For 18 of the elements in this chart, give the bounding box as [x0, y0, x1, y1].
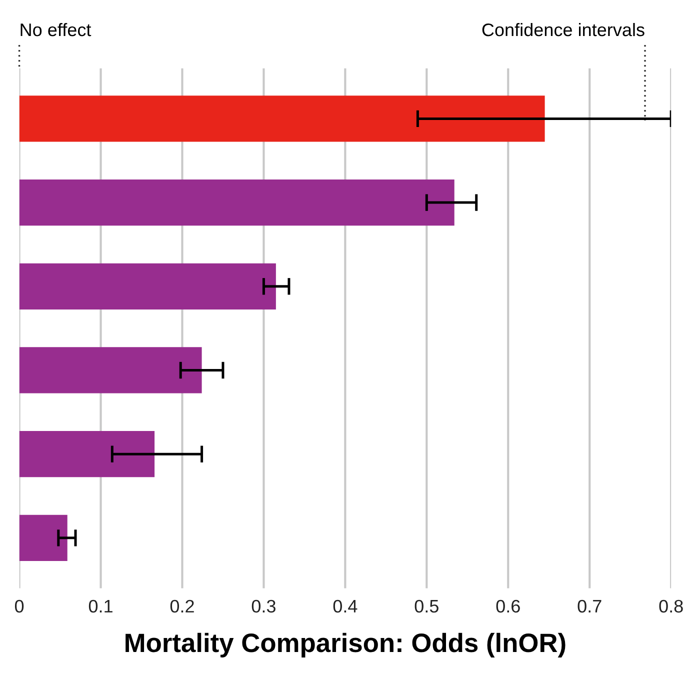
x-tick-label: 0.5 [414, 600, 438, 613]
bar [19, 96, 545, 142]
x-tick-label: 0.4 [333, 600, 358, 613]
bar [19, 179, 454, 226]
bar [19, 263, 276, 310]
x-tick-label: 0.7 [578, 600, 602, 613]
bar [19, 431, 155, 478]
x-tick-label: 0.6 [496, 600, 520, 613]
x-axis-title: Mortality Comparison: Odds (lnOR) [126, 632, 566, 658]
bar [19, 514, 68, 561]
x-tick-label: 0.1 [88, 600, 112, 613]
text: No effect [20, 22, 92, 36]
text: Confidence intervals [482, 22, 644, 36]
bar [19, 347, 202, 394]
x-tick-label: 0.8 [659, 600, 683, 613]
x-tick-label: 0.3 [252, 600, 276, 613]
x-tick-label: 0.2 [170, 600, 194, 613]
x-tick-label: 0 [14, 600, 24, 613]
